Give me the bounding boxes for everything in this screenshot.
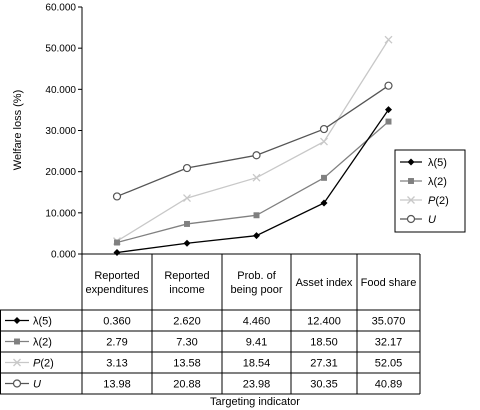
row-key-marker (14, 338, 20, 345)
table-cell: 9.41 (246, 337, 267, 349)
table-cell: 23.98 (243, 379, 271, 391)
data-point (385, 118, 392, 125)
legend-entry-italic: P (428, 195, 436, 207)
table-cell: 13.58 (173, 358, 201, 370)
legend-key-marker (406, 214, 416, 224)
legend-entry: U (428, 214, 436, 226)
data-point (112, 192, 122, 201)
row-label: λ(2) (33, 337, 52, 349)
data-point (320, 199, 328, 207)
series-line-1 (116, 121, 389, 244)
table-cell: 27.31 (310, 358, 338, 370)
data-point (319, 124, 329, 134)
data-point (384, 81, 393, 90)
y-tick-label: 60.000 (45, 3, 76, 14)
table-cell: 12.400 (307, 316, 341, 328)
row-label: U (33, 379, 41, 391)
row-key-marker (13, 317, 21, 324)
table-cell: 13.98 (103, 379, 131, 391)
marker-stroke (13, 358, 21, 367)
data-point (183, 239, 191, 247)
y-axis-title: Welfare loss (%) (12, 90, 24, 170)
data-point (384, 35, 393, 44)
data-point (253, 212, 260, 219)
table-cell: 0.360 (103, 316, 131, 328)
x-axis-title: Targeting indicator (210, 396, 300, 408)
row-label: λ(5) (33, 316, 52, 328)
table-cell: 30.35 (310, 379, 338, 391)
data-point (321, 174, 327, 181)
table-cell: 4.460 (243, 316, 271, 328)
legend-entry-italic: U (428, 214, 436, 226)
category-label: being poor (231, 284, 283, 296)
table-cell: 2.620 (173, 316, 201, 328)
table-cell: 18.54 (243, 358, 271, 370)
table-cell: 35.070 (372, 316, 406, 328)
legend-key-marker (408, 178, 414, 184)
table-cell: 40.89 (375, 379, 403, 391)
marker-stroke (183, 194, 191, 203)
table-cell: 32.17 (375, 337, 403, 349)
chart-axes: 0.000 10.000 20.000 30.000 40.000 50.000 60.00… (45, 3, 83, 261)
y-tick-label: 20.000 (45, 167, 76, 178)
category-label: Asset index (296, 277, 353, 289)
table-cell: 52.05 (375, 358, 403, 370)
data-point (183, 194, 191, 203)
series-line-3 (116, 85, 389, 198)
data-point (114, 239, 120, 246)
data-point (184, 220, 190, 227)
y-tick-label: 0.000 (51, 250, 76, 261)
row-label-italic: U (33, 379, 41, 391)
marker-stroke (320, 137, 328, 146)
legend-entry-text: (2) (435, 195, 448, 207)
legend-entry: P(2) (428, 195, 449, 207)
series-line-2 (116, 39, 390, 242)
marker-stroke (252, 173, 261, 182)
data-point (252, 173, 261, 182)
category-label: Reported (164, 270, 209, 282)
legend-entry: λ(2) (428, 176, 447, 188)
category-label: Reported (94, 270, 139, 282)
table-cell: 7.30 (176, 337, 197, 349)
legend-key-marker (407, 196, 415, 204)
chart-series-layer (112, 35, 393, 257)
row-key-marker (13, 358, 21, 367)
data-table: Reported expenditures Reported income Prob. … (0, 253, 421, 395)
y-tick-label: 10.000 (45, 208, 76, 219)
row-key-marker (12, 379, 22, 388)
legend-box (394, 149, 466, 233)
y-tick-label: 40.000 (45, 85, 76, 96)
row-label-text: λ(5) (33, 316, 52, 328)
legend-key-marker (407, 158, 415, 166)
legend: λ(5) λ(2) P(2) U (394, 149, 466, 233)
row-label: P(2) (33, 358, 54, 370)
row-label-text: λ(2) (33, 337, 52, 349)
data-point (385, 106, 392, 114)
category-label: expenditures (86, 284, 149, 296)
legend-entry-text: λ(2) (428, 176, 447, 188)
y-tick-label: 50.000 (45, 44, 76, 55)
data-point (113, 249, 121, 257)
marker-stroke (407, 196, 415, 204)
data-point (253, 232, 260, 240)
data-point (252, 151, 261, 160)
table-cell: 20.88 (173, 379, 201, 391)
table-cell: 2.79 (106, 337, 127, 349)
row-label-text: (2) (40, 358, 53, 370)
data-point (320, 137, 328, 146)
category-label: Food share (361, 277, 417, 289)
table-cell: 18.50 (310, 337, 338, 349)
data-point (182, 163, 192, 173)
legend-entry: λ(5) (428, 157, 447, 169)
row-label-italic: P (33, 358, 41, 370)
table-cell: 3.13 (106, 358, 127, 370)
y-tick-label: 30.000 (45, 126, 76, 137)
category-label: income (169, 284, 204, 296)
marker-stroke (384, 35, 393, 44)
legend-entry-text: λ(5) (428, 157, 447, 169)
category-label: Prob. of (237, 270, 276, 282)
